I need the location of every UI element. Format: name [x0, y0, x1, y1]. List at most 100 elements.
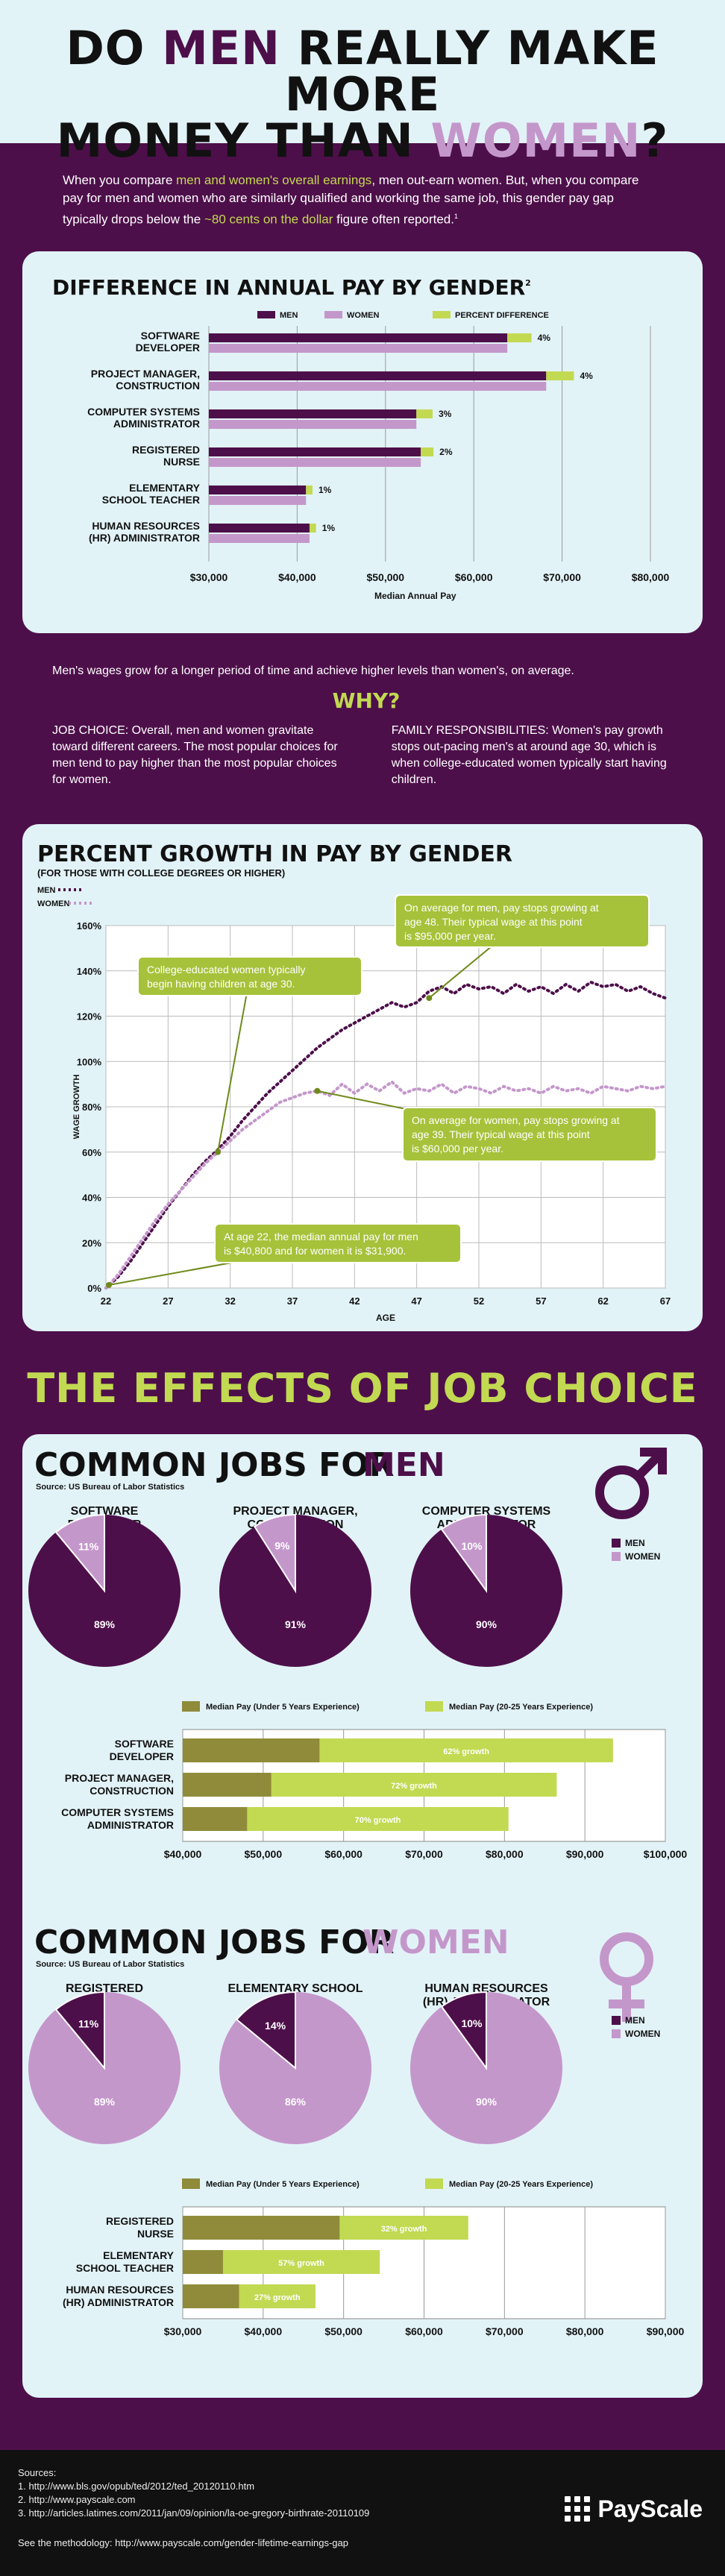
- x-tick-label: $90,000: [647, 2325, 685, 2337]
- legend-label: MEN: [625, 1538, 645, 1548]
- y-tick-label: 100%: [77, 1056, 102, 1067]
- bar-women: [209, 457, 421, 467]
- x-tick-label: 27: [163, 1295, 173, 1307]
- callout-women-text: age 39. Their typical wage at this point: [412, 1128, 590, 1140]
- series-line-men: [104, 980, 667, 1289]
- bar-men: [209, 523, 310, 533]
- bar-legend-label: Median Pay (20-25 Years Experience): [449, 2180, 593, 2189]
- bar-women: [209, 381, 547, 391]
- x-tick-label: $60,000: [324, 1848, 362, 1860]
- y-tick-label: 80%: [82, 1102, 101, 1113]
- category-label: HUMAN RESOURCES: [92, 520, 200, 532]
- y-tick-label: 120%: [77, 1011, 102, 1022]
- source-link-1[interactable]: 1. http://www.bls.gov/opub/ted/2012/ted_…: [18, 2481, 255, 2492]
- x-tick-label: $80,000: [486, 1848, 524, 1860]
- bar-category-label: DEVELOPER: [110, 1750, 174, 1762]
- bar-junior-pay: [183, 1738, 320, 1762]
- why-section: Men's wages grow for a longer period of …: [0, 633, 725, 788]
- percent-label: 1%: [322, 523, 336, 533]
- pie-minor-label: 11%: [78, 2017, 99, 2029]
- bar-category-label: SOFTWARE: [115, 1738, 174, 1750]
- percent-label: 4%: [580, 371, 593, 381]
- pie-minor-slice: [440, 1513, 487, 1593]
- bar-percent-difference: [507, 333, 532, 342]
- methodology-link[interactable]: See the methodology: http://www.payscale…: [18, 2537, 348, 2548]
- why-intro: Men's wages grow for a longer period of …: [52, 664, 574, 677]
- intro-highlight: ~80 cents on the dollar: [204, 212, 333, 227]
- pie-label: ELEMENTARY SCHOOL: [227, 1982, 362, 1995]
- bar-category-label: ADMINISTRATOR: [87, 1819, 174, 1831]
- title-text: DO: [66, 21, 163, 75]
- sources-heading: Sources:: [18, 2467, 57, 2478]
- x-tick-label: $30,000: [190, 571, 228, 583]
- jobs-source: Source: US Bureau of Labor Statistics: [36, 1483, 184, 1492]
- pie-label: PROJECT MANAGER,: [233, 1505, 357, 1518]
- bar-women: [209, 495, 307, 505]
- growth-chart: PERCENT GROWTH IN PAY BY GENDER (FOR THO…: [37, 841, 671, 1323]
- bar-legend-label: Median Pay (20-25 Years Experience): [449, 1703, 593, 1712]
- bar-women: [209, 419, 417, 429]
- jobs-charts: COMMON JOBS FOR MEN Source: US Bureau of …: [28, 1446, 688, 2337]
- legend-swatch-women: [612, 1551, 621, 1561]
- why-family: FAMILY RESPONSIBILITIES: Women's pay gro…: [391, 723, 667, 786]
- title-women: WOMEN: [430, 113, 641, 168]
- x-tick-label: $100,000: [644, 1848, 688, 1860]
- legend-swatch-women: [612, 2029, 621, 2038]
- x-tick-label: $50,000: [366, 571, 404, 583]
- callout-women-kids-pointer: [217, 976, 251, 1152]
- bar-percent-difference: [416, 409, 433, 418]
- callout-age22-text: is $40,800 and for women it is $31,900.: [224, 1245, 406, 1257]
- category-label: PROJECT MANAGER,: [91, 368, 200, 380]
- pie-label: REGISTERED: [66, 1982, 143, 1995]
- x-tick-label: $70,000: [486, 2325, 524, 2337]
- y-tick-label: 0%: [87, 1283, 101, 1294]
- x-tick-label: $60,000: [405, 2325, 443, 2337]
- x-tick-label: $70,000: [543, 571, 581, 583]
- jobs-title-gender: MEN: [362, 1446, 445, 1484]
- callout-men-text: On average for men, pay stops growing at: [404, 902, 599, 914]
- growth-label: 72% growth: [391, 1782, 437, 1791]
- category-label: COMPUTER SYSTEMS: [87, 406, 200, 418]
- x-axis-label: AGE: [376, 1313, 395, 1323]
- female-symbol-cross-icon: [609, 1981, 644, 2022]
- annual-pay-card: DIFFERENCE IN ANNUAL PAY BY GENDER2 MEN W…: [22, 251, 703, 633]
- pie-major-label: 89%: [94, 1618, 116, 1630]
- source-link-3[interactable]: 3. http://articles.latimes.com/2011/jan/…: [18, 2507, 370, 2519]
- pie-minor-label: 10%: [461, 2017, 483, 2029]
- pie-minor-slice: [253, 1513, 296, 1594]
- y-axis-label: WAGE GROWTH: [72, 1074, 81, 1139]
- pie-minor-slice: [235, 1991, 296, 2070]
- callout-women-kids-text: College-educated women typically: [147, 964, 305, 976]
- x-tick-label: $90,000: [566, 1848, 604, 1860]
- pie-minor-slice: [54, 1513, 105, 1593]
- jobs-title: COMMON JOBS FOR: [34, 1446, 394, 1484]
- percent-label: 1%: [318, 485, 332, 495]
- x-tick-label: $50,000: [245, 1848, 283, 1860]
- page-title: DO MEN REALLY MAKE MORE MONEY THAN WOMEN…: [0, 25, 725, 164]
- percent-label: 2%: [439, 447, 453, 457]
- x-tick-label: $40,000: [164, 1848, 202, 1860]
- x-tick-label: 47: [411, 1295, 421, 1307]
- pie-minor-slice: [54, 1991, 105, 2070]
- bar-legend-swatch: [425, 1700, 443, 1712]
- bar-category-label: HUMAN RESOURCES: [66, 2284, 174, 2296]
- series-line-women: [104, 1079, 667, 1289]
- pie-major-label: 91%: [285, 1618, 307, 1630]
- x-tick-label: 67: [660, 1295, 671, 1307]
- bar-category-label: PROJECT MANAGER,: [65, 1772, 174, 1784]
- legend-swatch: [433, 310, 451, 318]
- y-tick-label: 160%: [77, 920, 102, 932]
- legend-label: MEN: [625, 2015, 645, 2026]
- source-link-2[interactable]: 2. http://www.payscale.com: [18, 2494, 136, 2505]
- pie-major-label: 89%: [94, 2096, 116, 2108]
- x-tick-label: $40,000: [245, 2325, 283, 2337]
- bar-category-label: CONSTRUCTION: [90, 1785, 174, 1797]
- category-label: SOFTWARE: [141, 330, 200, 342]
- why-job-choice: JOB CHOICE: Overall, men and women gravi…: [52, 723, 338, 786]
- x-tick-label: $30,000: [164, 2325, 202, 2337]
- growth-label: 70% growth: [355, 1816, 401, 1825]
- callout-age22-text: At age 22, the median annual pay for men: [224, 1231, 418, 1243]
- growth-label: 57% growth: [278, 2259, 324, 2268]
- pie-minor-slice: [440, 1991, 487, 2070]
- jobs-title: COMMON JOBS FOR: [34, 1923, 394, 1961]
